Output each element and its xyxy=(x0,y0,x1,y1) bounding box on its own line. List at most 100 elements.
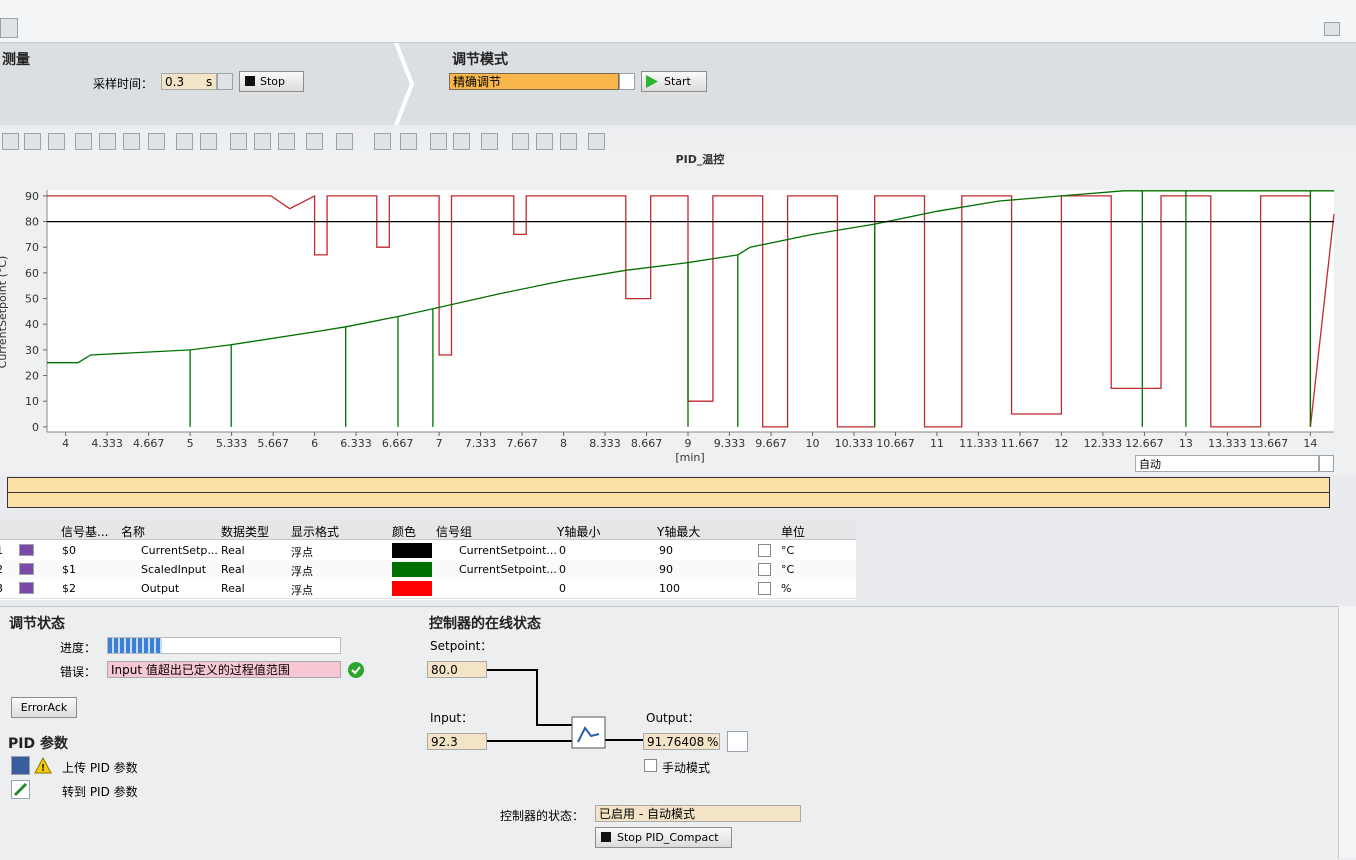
toolbar-button[interactable] xyxy=(75,133,92,150)
cell: 2 xyxy=(0,563,3,576)
x-tick-label: 7 xyxy=(436,437,443,450)
toolbar-button[interactable] xyxy=(48,133,65,150)
x-tick-label: 14 xyxy=(1303,437,1317,450)
link[interactable]: 上传 PID 参数 xyxy=(62,761,138,775)
cell: 浮点 xyxy=(291,565,313,578)
error-ack-button[interactable]: ErrorAck xyxy=(11,697,77,718)
column-header: Y轴最大 xyxy=(657,525,701,539)
checkbox[interactable] xyxy=(758,563,771,576)
scrollbar[interactable] xyxy=(1338,606,1356,859)
toolbar-button[interactable] xyxy=(588,133,605,150)
column-header: 颜色 xyxy=(392,525,417,539)
y-tick-label: 0 xyxy=(32,421,39,434)
range-select[interactable]: 自动 xyxy=(1135,455,1319,472)
cell: $1 xyxy=(62,563,76,576)
toolbar-button[interactable] xyxy=(560,133,577,150)
column-header: 单位 xyxy=(781,525,806,539)
dropdown-arrow[interactable] xyxy=(1319,455,1334,472)
x-tick-label: 8.333 xyxy=(589,437,621,450)
toolbar-button[interactable] xyxy=(430,133,447,150)
x-tick-label: 4.333 xyxy=(91,437,123,450)
arrow xyxy=(13,782,28,797)
toolbar-button[interactable] xyxy=(200,133,217,150)
cell: 浮点 xyxy=(291,584,313,597)
column-header: 信号组 xyxy=(436,525,473,539)
x-tick-label: 11 xyxy=(930,437,944,450)
cell: $0 xyxy=(62,544,76,557)
layout-icon[interactable] xyxy=(1324,22,1340,36)
link[interactable]: 转到 PID 参数 xyxy=(62,785,138,799)
checkbox[interactable] xyxy=(758,582,771,595)
upload-icon[interactable] xyxy=(11,756,30,775)
goto-icon[interactable] xyxy=(11,780,30,799)
chevron xyxy=(394,43,415,125)
y-tick-label: 70 xyxy=(25,241,39,254)
cell: 1 xyxy=(0,544,3,557)
stop-icon xyxy=(245,76,255,86)
start-button[interactable]: Start xyxy=(641,71,707,92)
column-header: Y轴最小 xyxy=(557,525,601,539)
toolbar-button[interactable] xyxy=(2,133,19,150)
toolbar-button[interactable] xyxy=(453,133,470,150)
toolbar-button[interactable] xyxy=(99,133,116,150)
cell: °C xyxy=(781,544,795,557)
title-strip xyxy=(0,0,1356,43)
column-header: 信号基... xyxy=(61,525,109,539)
row-icon xyxy=(19,563,34,575)
stop-icon xyxy=(601,832,611,842)
output-icon[interactable] xyxy=(727,731,748,752)
toolbar-button[interactable] xyxy=(148,133,165,150)
cell: 90 xyxy=(659,544,673,557)
column-header: 显示格式 xyxy=(291,525,340,539)
color-swatch xyxy=(392,562,432,577)
toolbar-button[interactable] xyxy=(400,133,417,150)
signal-table: 信号基... 名称 数据类型 显示格式 颜色 信号组 Y轴最小 Y轴最大 单位 1 $0 Curren… xyxy=(0,520,856,600)
label: Output： xyxy=(646,711,700,725)
x-tick-label: 12 xyxy=(1054,437,1068,450)
cell: 90 xyxy=(659,563,673,576)
mode-select[interactable]: 精确调节 xyxy=(449,73,619,90)
x-tick-label: 12.333 xyxy=(1084,437,1123,450)
x-tick-label: 8 xyxy=(560,437,567,450)
editor-icon[interactable] xyxy=(0,18,18,38)
toolbar-button[interactable] xyxy=(176,133,193,150)
dropdown-arrow[interactable] xyxy=(619,73,635,90)
section-title: 测量 xyxy=(2,52,30,68)
cell: Real xyxy=(221,563,245,576)
toolbar-button[interactable] xyxy=(536,133,553,150)
input-field: 92.3 xyxy=(427,733,487,750)
cell: 0 xyxy=(559,563,566,576)
checkbox[interactable] xyxy=(758,544,771,557)
x-tick-label: 8.667 xyxy=(631,437,663,450)
toolbar-button[interactable] xyxy=(374,133,391,150)
unit: % xyxy=(707,735,719,749)
toolbar-button[interactable] xyxy=(512,133,529,150)
stop-pid-button[interactable]: Stop PID_Compact xyxy=(595,827,732,848)
manual-checkbox[interactable] xyxy=(644,759,657,772)
toolbar-button[interactable] xyxy=(254,133,271,150)
sample-time-field[interactable]: 0.3 s xyxy=(161,73,217,90)
toolbar-button[interactable] xyxy=(123,133,140,150)
cell: Real xyxy=(221,544,245,557)
plot-area xyxy=(47,190,1334,432)
label: Stop PID_Compact xyxy=(617,831,719,844)
x-tick-label: 4.667 xyxy=(133,437,165,450)
toolbar-button[interactable] xyxy=(336,133,353,150)
x-tick-label: 6 xyxy=(311,437,318,450)
cell: CurrentSetpoint... xyxy=(459,544,557,557)
toolbar-button[interactable] xyxy=(24,133,41,150)
y-tick-label: 30 xyxy=(25,344,39,357)
row-icon xyxy=(19,582,34,594)
toolbar-button[interactable] xyxy=(278,133,295,150)
label: 控制器的状态： xyxy=(500,809,585,823)
toolbar-button[interactable] xyxy=(230,133,247,150)
x-tick-label: 11.667 xyxy=(1001,437,1040,450)
overview-line xyxy=(8,492,1329,493)
dropdown-arrow[interactable] xyxy=(217,73,233,90)
toolbar-button[interactable] xyxy=(306,133,323,150)
toolbar-button[interactable] xyxy=(481,133,498,150)
stop-button[interactable]: Stop xyxy=(239,71,304,92)
label: 错误： xyxy=(60,665,97,679)
overview-bar[interactable] xyxy=(7,477,1330,508)
